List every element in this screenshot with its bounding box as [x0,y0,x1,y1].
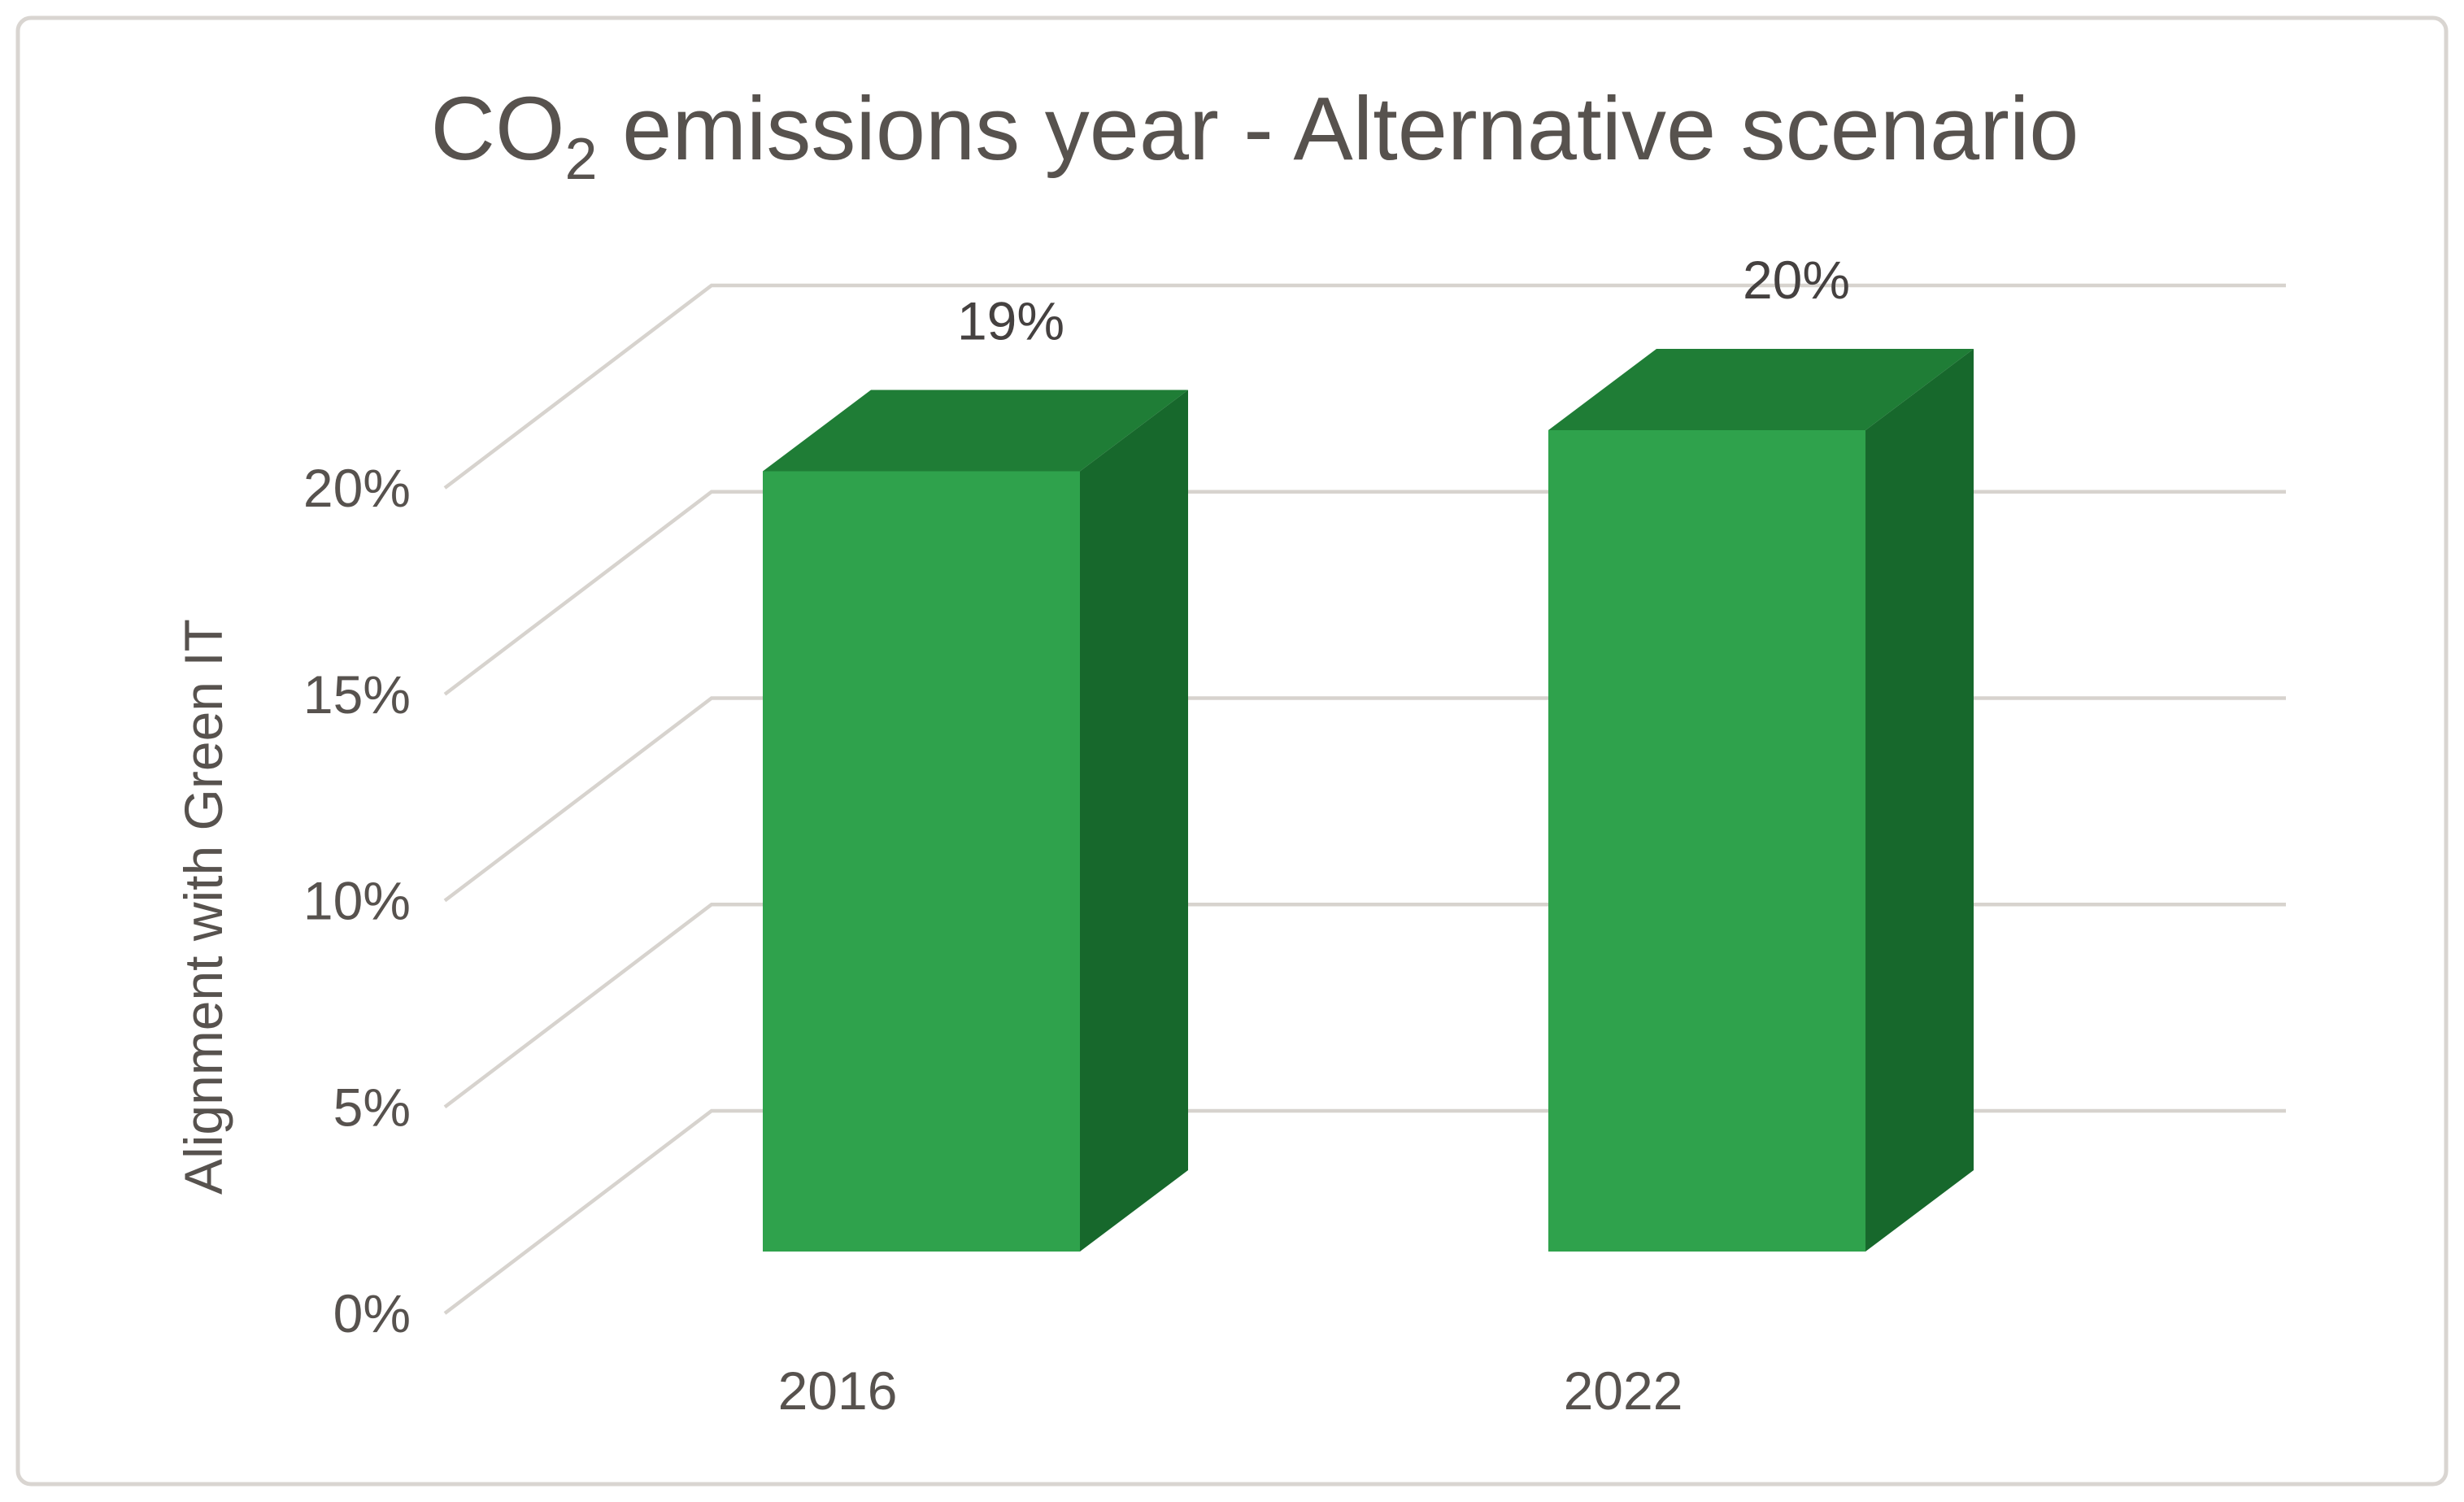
bar-side-face [1080,390,1188,1252]
y-axis-tick-labels: 0% 5% 10% 15% 20% [303,458,411,1343]
x-category-label: 2016 [778,1361,898,1421]
x-axis-category-labels: 2016 2022 [778,1361,1683,1421]
data-labels: 19% 20% [957,250,1850,351]
page-border [15,15,2449,1487]
bars-3d [763,349,1974,1252]
y-tick-label: 15% [303,664,411,725]
y-tick-label: 10% [303,871,411,931]
bar-top-face [763,390,1188,472]
bar-front-face [1548,430,1865,1252]
data-label: 19% [957,291,1064,351]
gridline [443,283,2286,490]
y-tick-label: 0% [333,1283,411,1343]
y-tick-label: 5% [333,1077,411,1137]
bar-3d [763,390,1188,1252]
y-tick-label: 20% [303,458,411,518]
data-label: 20% [1743,250,1850,310]
chart-title: CO2 emissions year - Alternative scenari… [431,79,2079,192]
y-axis-title: Alignment with Green IT [173,619,233,1195]
bar-3d [1548,349,1974,1252]
bar-top-face [1548,349,1974,430]
bar-front-face [763,471,1080,1252]
x-category-label: 2022 [1564,1361,1683,1421]
bar-side-face [1865,349,1974,1252]
